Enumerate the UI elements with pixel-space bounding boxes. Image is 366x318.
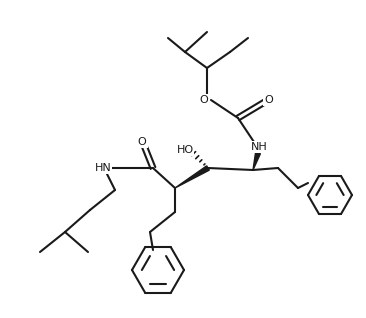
Text: HO: HO bbox=[176, 145, 194, 155]
Text: O: O bbox=[265, 95, 273, 105]
Polygon shape bbox=[175, 166, 209, 188]
Text: O: O bbox=[138, 137, 146, 147]
Polygon shape bbox=[253, 152, 260, 170]
Text: HN: HN bbox=[95, 163, 111, 173]
Text: NH: NH bbox=[251, 142, 268, 152]
Text: O: O bbox=[199, 95, 208, 105]
